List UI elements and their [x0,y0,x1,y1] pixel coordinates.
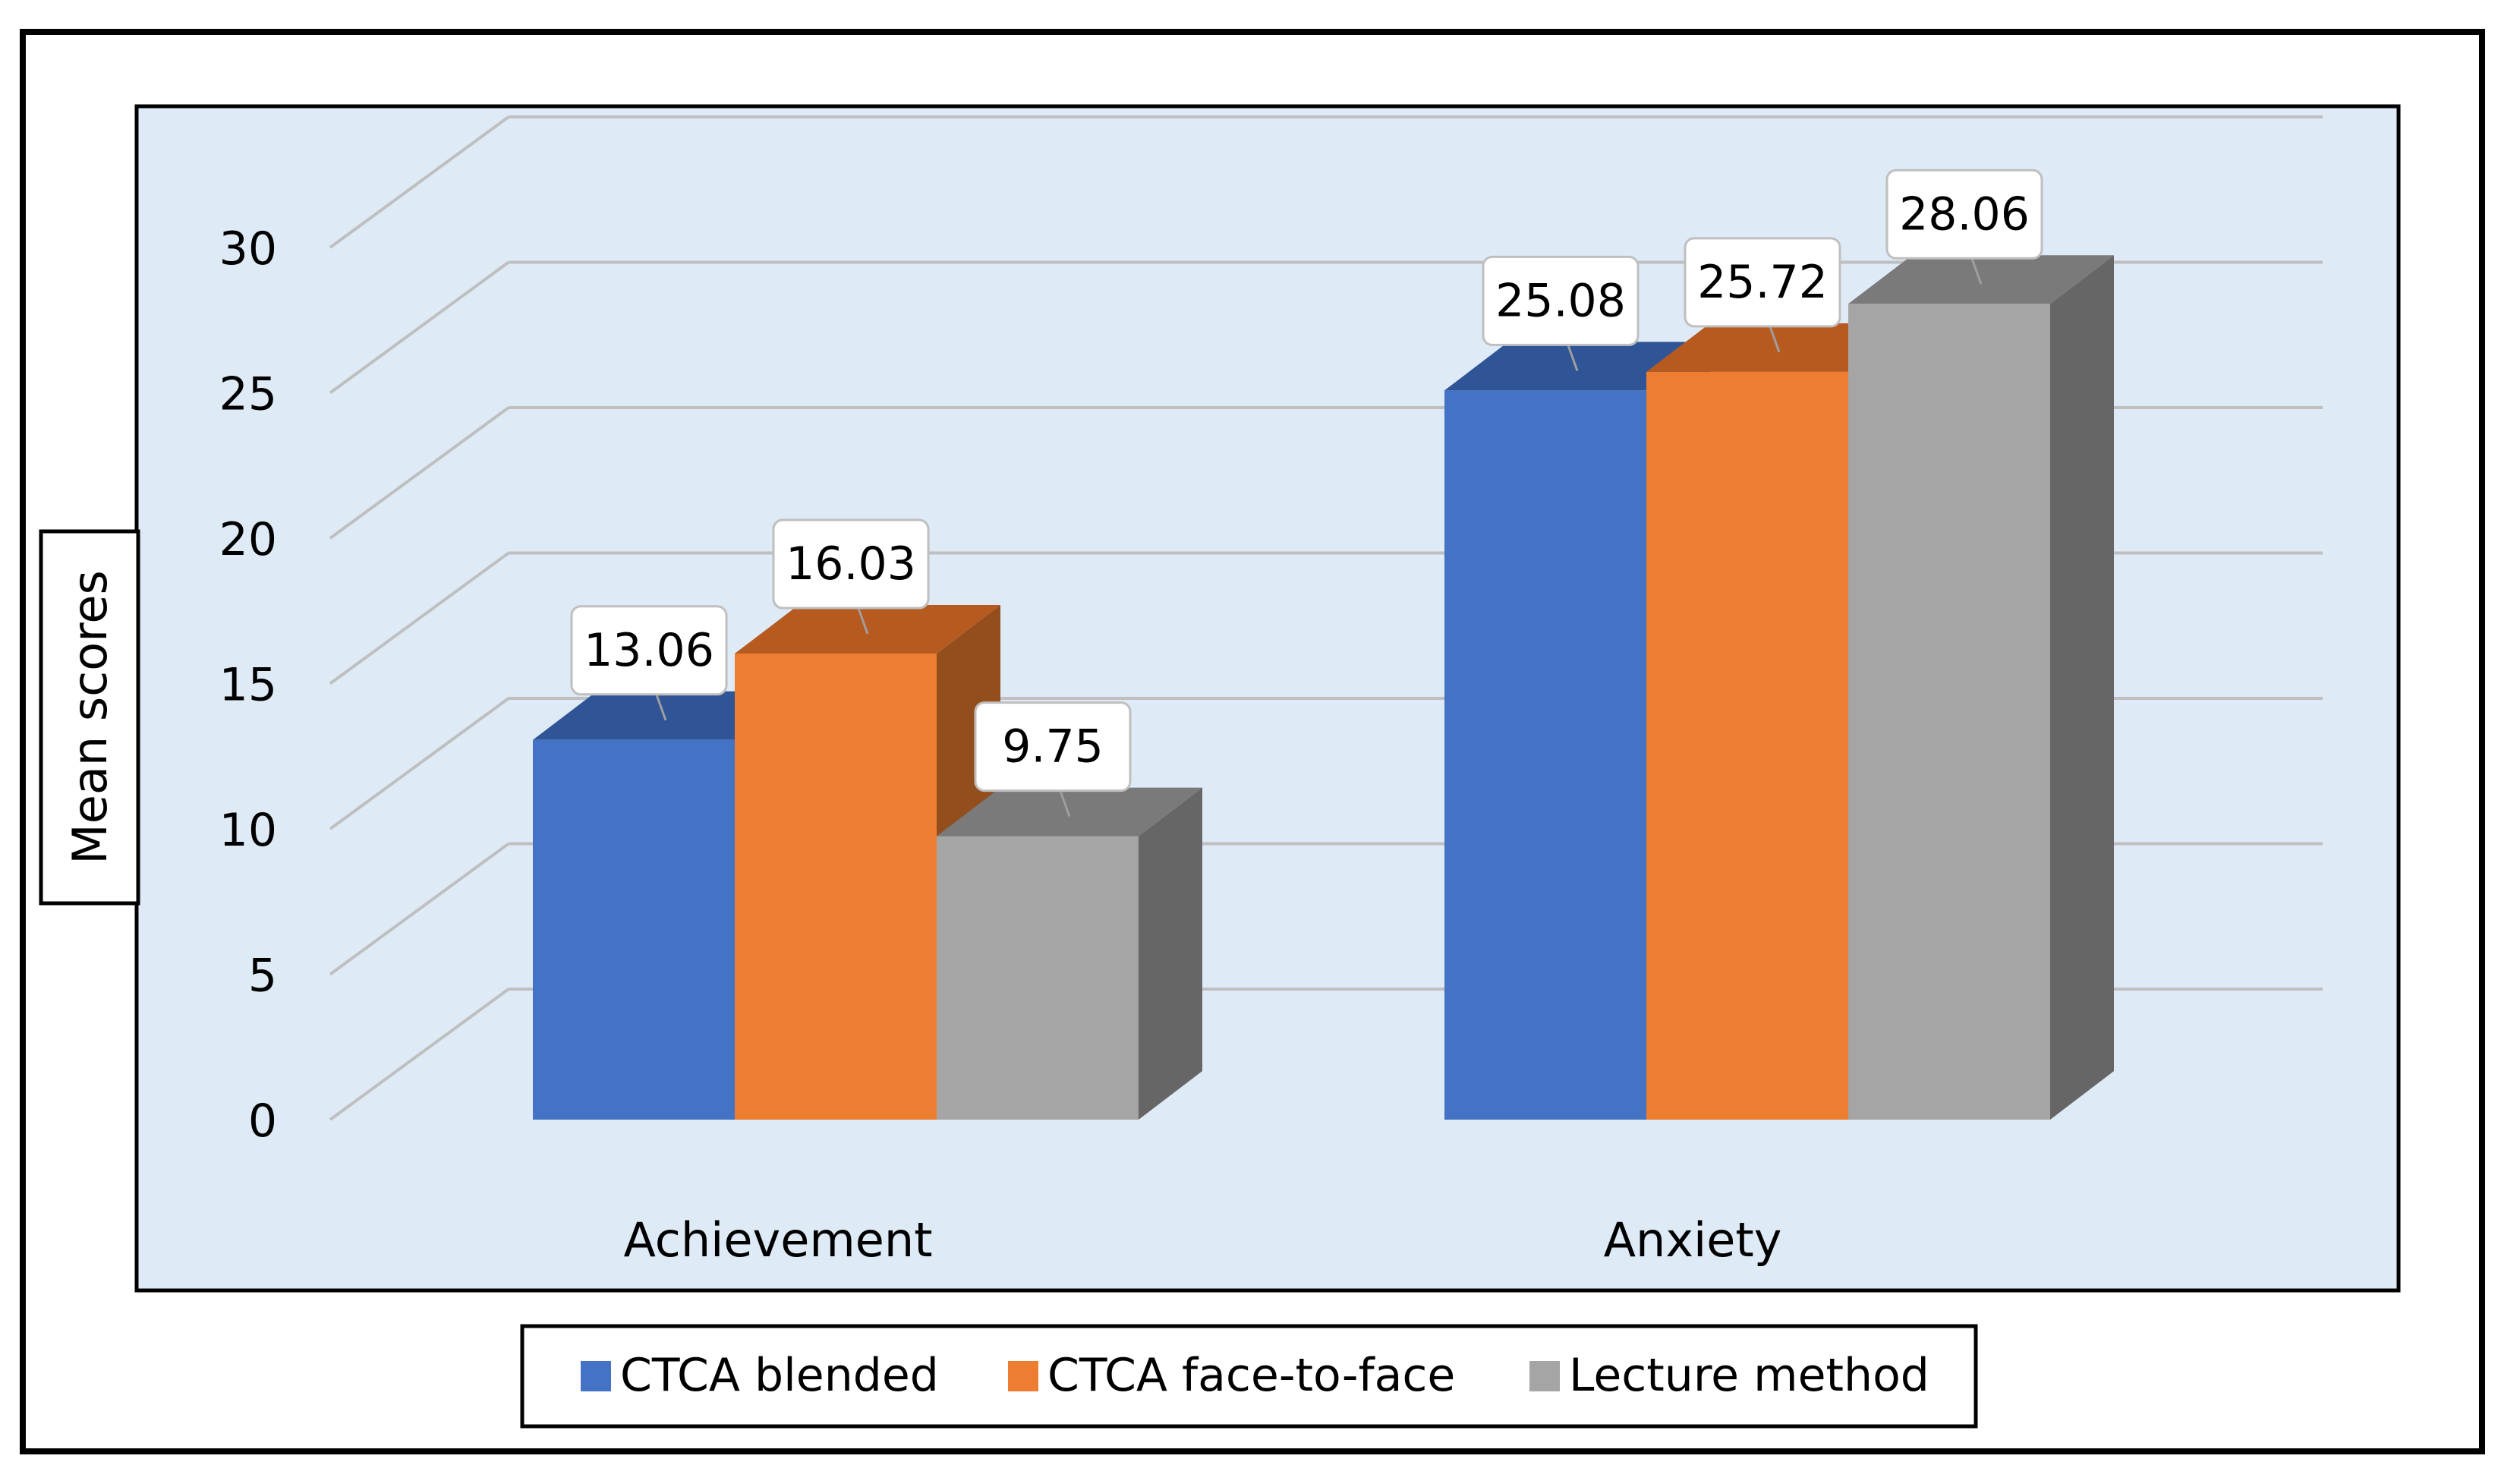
gridline-diagonal [329,260,510,395]
bar-anxiety-2 [1848,255,2114,1120]
gridline-diagonal [329,551,510,685]
data-label: 25.72 [1684,237,1841,353]
data-label-text: 25.72 [1697,256,1828,309]
y-axis-ticks: 0 5 10 15 20 25 30 [219,222,277,1148]
y-tick-label: 10 [219,804,277,857]
data-label: 9.75 [974,701,1132,818]
data-label-box [772,518,930,610]
bar-side [1139,787,1202,1120]
legend-box [520,1324,1978,1429]
y-tick-label: 25 [219,368,277,421]
x-axis-ticks: Achievement Anxiety [623,1212,1781,1268]
data-label: 28.06 [1885,169,2043,285]
gridline-diagonal [329,697,510,830]
y-tick-label: 30 [219,222,277,276]
gridline-diagonal [329,115,510,249]
data-label-box [974,701,1132,792]
legend-swatch [1529,1361,1560,1391]
bar-front [1444,390,1646,1120]
bar-side [2050,255,2114,1120]
gridline-diagonal [329,988,510,1121]
bar-front [735,654,937,1120]
bar-top [937,787,1202,837]
y-tick-label: 20 [219,513,277,566]
legend-item: CTCA face-to-face [1008,1349,1455,1402]
legend-item: CTCA blended [581,1349,939,1402]
bar-top [1444,342,1710,391]
legend-swatch [1008,1361,1038,1391]
x-tick-label-achievement: Achievement [623,1212,932,1268]
data-label-box [1482,255,1640,346]
data-label-text: 28.06 [1899,187,2030,241]
gridline-diagonal [329,842,510,976]
gridline-diagonal [329,406,510,540]
data-label-box [1885,169,2043,260]
bar-front [937,836,1139,1120]
bar-top [735,605,1000,654]
data-label-box [570,605,728,696]
legend-item: Lecture method [1529,1349,1929,1402]
bar-achievement-2 [937,787,1202,1120]
bar-top [533,691,799,740]
data-label: 13.06 [570,605,728,721]
y-tick-label: 5 [248,950,277,1003]
y-axis-title: Mean scores [62,570,118,865]
data-label-text: 9.75 [1002,720,1104,774]
data-label-text: 25.08 [1495,274,1626,327]
data-label-box [1684,237,1841,328]
bar-front [1646,371,1848,1120]
legend-label: CTCA blended [620,1349,939,1402]
x-tick-label-anxiety: Anxiety [1604,1212,1782,1268]
legend-swatch [581,1361,611,1391]
data-label: 25.08 [1482,255,1640,371]
legend-label: CTCA face-to-face [1047,1349,1455,1402]
data-label-text: 13.06 [584,624,714,677]
legend: CTCA blended CTCA face-to-face Lecture met… [520,1324,1978,1429]
y-axis-title-box: Mean scores [39,529,140,906]
data-label: 16.03 [772,518,930,635]
bar-front [1848,304,2050,1120]
bar-front [533,739,735,1120]
y-tick-label: 15 [219,659,277,712]
data-label-text: 16.03 [786,537,916,591]
bars [533,255,2114,1120]
bar-top [1848,255,2114,304]
bar-achievement-1 [735,605,1000,1120]
bar-top [1646,323,1912,372]
y-tick-label: 0 [248,1095,277,1148]
legend-label: Lecture method [1569,1349,1929,1402]
data-labels: 13.06 16.03 9.75 25.08 25.72 28.06 [570,169,2043,818]
